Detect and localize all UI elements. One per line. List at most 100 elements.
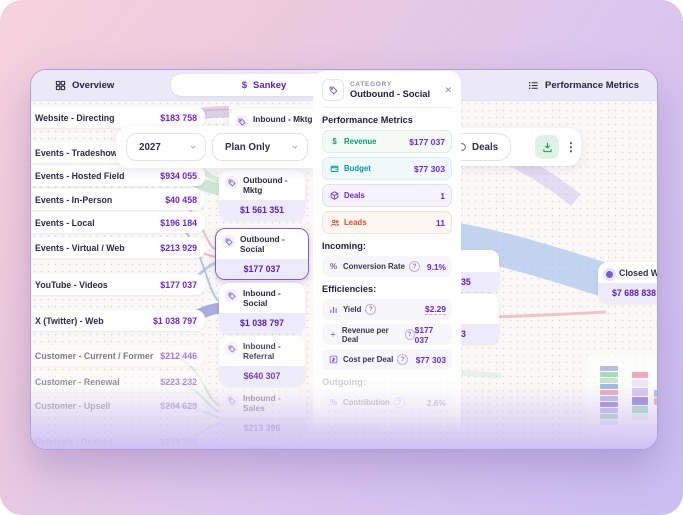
metric-label: Leads [344,218,367,227]
node-referrals-dealers[interactable]: Referrals - Dealers $213 396 [31,431,205,449]
node-customer-upsell[interactable]: Customer - Upsell $204 629 [31,395,205,416]
node-value: $7 688 838 [598,283,657,304]
node-events-local[interactable]: Events - Local $196 184 [31,212,205,233]
node-inbound-referral[interactable]: Inbound - Referral $640 307 [219,336,305,387]
stat-value: $177 037 [414,324,434,345]
bar-chart-icon [328,305,339,314]
node-value: 3 [453,324,499,344]
node-youtube-videos[interactable]: YouTube - Videos $177 037 [31,274,205,295]
help-icon[interactable]: ? [393,397,405,408]
help-icon[interactable]: ? [408,261,420,272]
popup-section-title: Performance Metrics [322,115,413,125]
node-customer-renewal[interactable]: Customer - Renewal $223 232 [31,371,205,392]
node-customer-current-former[interactable]: Customer - Current / Former $212 446 [31,345,205,366]
node-label: Outbound - Mktg [243,175,288,195]
node-label: Outbound-Networking [243,443,286,450]
node-label: Events - Local [35,217,95,228]
node-value: $934 055 [160,170,197,181]
category-label: CATEGORY [350,81,392,88]
tag-icon [235,115,248,128]
node-label: Outbound - Social [240,234,285,254]
node-value: $183 758 [160,112,197,123]
metric-row-budget: Budget $77 303 [322,157,452,180]
metric-label: Revenue [344,137,377,146]
metric-value: $77 303 [413,163,445,174]
more-options-button[interactable]: ⋮ [565,140,577,154]
close-icon[interactable]: ✕ [444,84,452,95]
node-label: YouTube - Videos [35,279,108,290]
node-value: $640 307 [219,366,305,387]
stat-value: $2.29 [425,304,446,315]
mode-value: Plan Only [225,141,271,153]
help-icon[interactable]: ? [365,304,377,315]
node-outbound-social-selected[interactable]: Outbound - Social $177 037 [215,228,309,281]
category-title: Outbound - Social [350,89,431,99]
percent-icon: % [329,398,338,407]
package-icon [329,191,340,200]
overview-button[interactable]: Overview [55,70,114,100]
node-value: $40 458 [165,194,197,205]
mode-select[interactable]: Plan Only [212,133,308,161]
node-label: Referrals - Dealers [35,436,113,447]
tag-icon [322,79,344,101]
stat-row-conversion-rate: % Conversion Rate ? 9.1% [322,256,452,277]
stat-value: $77 303 [415,354,446,365]
node-x-twitter-web[interactable]: X (Twitter) - Web $1 038 797 [31,310,205,331]
node-label: Inbound - Mktg [253,114,313,124]
node-closed-won[interactable]: Closed Won $7 688 838 [598,262,657,304]
help-icon[interactable]: ? [404,329,415,340]
stat-row-revenue-per-deal: ÷ Revenue per Deal ? $177 037 [322,324,452,345]
node-outbound-mktg[interactable]: Outbound - Mktg $1 561 351 [219,170,305,221]
tag-icon [225,289,238,302]
node-value: $1 561 351 [219,200,305,221]
download-button[interactable] [535,135,559,159]
metric-value: 11 [435,217,445,228]
category-details-popup: CATEGORY Outbound - Social ✕ Performance… [313,71,461,449]
node-events-virtual-web[interactable]: Events - Virtual / Web $213 929 [31,237,205,258]
sankey-minimap[interactable] [586,354,657,442]
year-select[interactable]: 2027 [126,133,206,161]
node-value: $1 038 797 [219,313,305,334]
node-value: $213 929 [160,242,197,253]
popup-header: CATEGORY Outbound - Social ✕ [322,79,452,108]
node-events-in-person[interactable]: Events - In-Person $40 458 [31,189,205,210]
node-label: Inbound - Social [243,288,281,308]
node-label: Inbound - Sales [243,393,281,413]
stat-value: 2.6% [426,397,446,408]
chevron-down-icon [291,143,299,151]
connections-title: Connections [330,424,381,434]
dollar-icon: $ [332,137,337,146]
node-value: $196 184 [160,217,197,228]
metric-label: Deals [344,191,365,200]
node-label: Events - Virtual / Web [35,242,125,253]
node-value: $213 396 [219,418,305,439]
node-value: $212 446 [160,350,197,361]
node-inbound-sales[interactable]: Inbound - Sales $213 396 [219,388,305,439]
tag-icon [225,444,238,449]
tab-sankey-label: Sankey [253,79,287,91]
node-label: Customer - Current / Former [35,350,154,361]
metric-label: Budget [344,164,371,173]
metric-value: 1 [440,190,445,201]
wallet-icon [329,164,340,173]
outgoing-section-title: Outgoing: [322,377,366,387]
help-icon[interactable]: ? [397,354,409,365]
node-inbound-social[interactable]: Inbound - Social $1 038 797 [219,283,305,334]
node-label: Inbound - Referral [243,341,281,361]
node-label: Events - Tradeshow [35,147,118,158]
node-label: Website - Directing [35,112,115,123]
node-value: $177 037 [216,259,308,280]
metric-value: $177 037 [409,136,445,147]
node-events-hosted-field[interactable]: Events - Hosted Field $934 055 [31,165,205,186]
node-value: $223 232 [160,376,197,387]
node-value: $204 629 [160,400,197,411]
node-value: $213 396 [160,436,197,447]
node-value: $177 037 [160,279,197,290]
stat-label: Revenue per Deal [341,325,389,344]
performance-metrics-button[interactable]: Performance Metrics [528,70,639,100]
node-website-directing[interactable]: Website - Directing $183 758 [31,107,205,128]
chevron-down-icon [189,143,197,151]
year-value: 2027 [139,141,161,153]
node-outbound-networking[interactable]: Outbound-Networking [219,438,305,450]
tab-sankey[interactable]: $ Sankey [171,74,357,96]
